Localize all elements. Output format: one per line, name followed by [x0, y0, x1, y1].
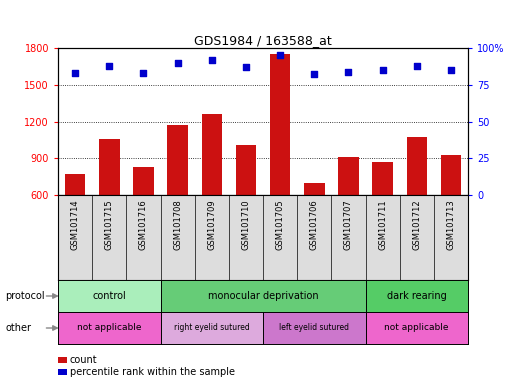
Text: control: control: [92, 291, 126, 301]
Text: GSM101713: GSM101713: [446, 199, 456, 250]
Point: [276, 52, 284, 58]
Text: GSM101705: GSM101705: [275, 199, 285, 250]
Point: [208, 57, 216, 63]
Bar: [235, 145, 256, 268]
Text: not applicable: not applicable: [77, 323, 142, 333]
Point: [105, 63, 113, 69]
Text: right eyelid sutured: right eyelid sutured: [174, 323, 250, 333]
Bar: [99, 139, 120, 268]
Text: not applicable: not applicable: [385, 323, 449, 333]
Point: [447, 67, 455, 73]
Bar: [338, 157, 359, 268]
Text: GSM101710: GSM101710: [242, 199, 250, 250]
Point: [71, 70, 79, 76]
Point: [412, 63, 421, 69]
Bar: [65, 174, 85, 268]
Text: other: other: [5, 323, 31, 333]
Text: count: count: [70, 355, 97, 365]
Text: protocol: protocol: [5, 291, 45, 301]
Point: [242, 64, 250, 70]
Text: GSM101707: GSM101707: [344, 199, 353, 250]
Text: GSM101709: GSM101709: [207, 199, 216, 250]
Bar: [133, 167, 154, 268]
Bar: [304, 183, 325, 268]
Text: monocular deprivation: monocular deprivation: [208, 291, 318, 301]
Bar: [202, 114, 222, 268]
Point: [173, 60, 182, 66]
Text: GSM101716: GSM101716: [139, 199, 148, 250]
Point: [310, 71, 319, 78]
Point: [344, 68, 352, 74]
Text: GSM101715: GSM101715: [105, 199, 114, 250]
Bar: [441, 155, 461, 268]
Bar: [270, 54, 290, 268]
Bar: [167, 125, 188, 268]
Text: dark rearing: dark rearing: [387, 291, 447, 301]
Bar: [406, 137, 427, 268]
Point: [140, 70, 148, 76]
Title: GDS1984 / 163588_at: GDS1984 / 163588_at: [194, 34, 332, 47]
Text: left eyelid sutured: left eyelid sutured: [279, 323, 349, 333]
Text: GSM101714: GSM101714: [71, 199, 80, 250]
Text: GSM101712: GSM101712: [412, 199, 421, 250]
Text: GSM101706: GSM101706: [310, 199, 319, 250]
Bar: [372, 162, 393, 268]
Text: percentile rank within the sample: percentile rank within the sample: [70, 367, 235, 377]
Text: GSM101708: GSM101708: [173, 199, 182, 250]
Text: GSM101711: GSM101711: [378, 199, 387, 250]
Point: [379, 67, 387, 73]
